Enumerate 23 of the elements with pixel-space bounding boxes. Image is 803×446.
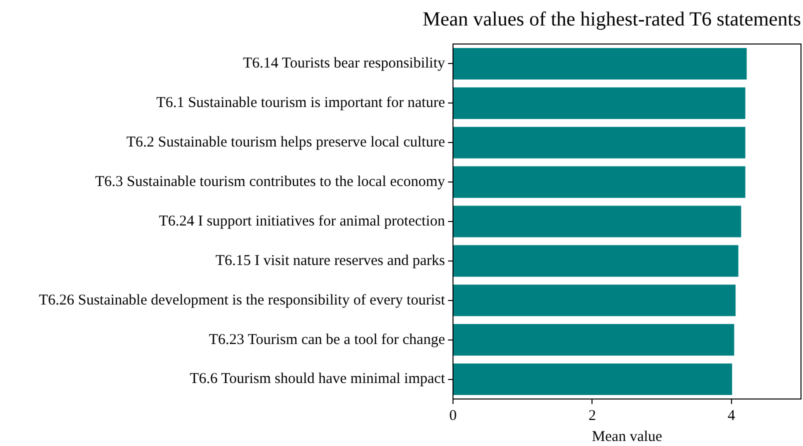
chart-title: Mean values of the highest-rated T6 statements (422, 8, 802, 30)
bar (454, 166, 746, 198)
y-tick-label: T6.14 Tourists bear responsibility (243, 56, 446, 72)
x-tick-label: 4 (728, 408, 736, 424)
y-tick-label: T6.2 Sustainable tourism helps preserve local culture (126, 134, 446, 151)
y-tick-label: T6.15 I visit nature reserves and parks (215, 252, 446, 269)
x-tick-label: 0 (449, 408, 457, 424)
y-tick-label: T6.23 Tourism can be a tool for change (208, 332, 446, 348)
y-tick-label: T6.1 Sustainable tourism is important for nature (156, 95, 446, 112)
y-tick-label: T6.24 I support initiatives for animal protection (158, 213, 446, 230)
bar (454, 284, 736, 316)
bar (454, 245, 738, 277)
bar (454, 206, 742, 238)
y-tick-label: T6.6 Tourism should have minimal impact (190, 371, 446, 388)
y-tick-label: T6.3 Sustainable tourism contributes to the local economy (95, 174, 446, 190)
bar (454, 324, 734, 356)
x-axis-title: Mean value (592, 428, 663, 445)
bar (454, 48, 747, 80)
bar (454, 87, 746, 119)
y-tick-label: T6.26 Sustainable development is the responsibility of every tourist (38, 292, 446, 308)
bar (454, 364, 732, 396)
bar (454, 126, 746, 158)
x-tick-label: 2 (588, 408, 596, 424)
